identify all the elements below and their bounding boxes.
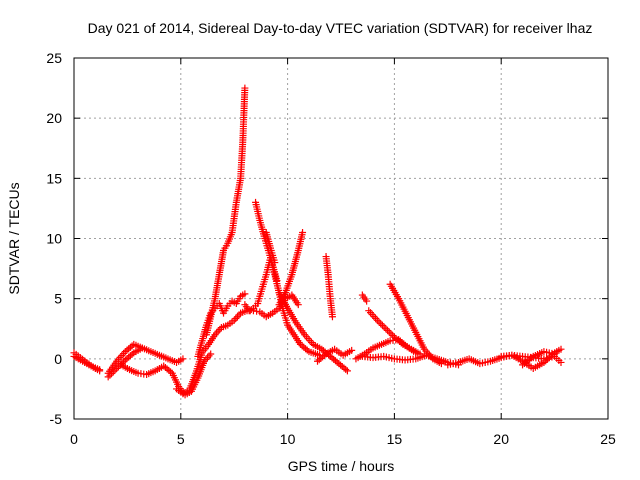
data-point xyxy=(294,301,302,309)
y-tick-label: -5 xyxy=(50,411,63,427)
data-point xyxy=(233,313,241,321)
data-point xyxy=(113,364,121,372)
data-point xyxy=(348,346,356,354)
data-point xyxy=(384,326,392,334)
data-point xyxy=(111,366,119,374)
data-point xyxy=(104,373,112,381)
data-point xyxy=(167,368,175,376)
x-tick-label: 20 xyxy=(493,431,509,447)
data-point xyxy=(303,346,311,354)
y-tick-label: 20 xyxy=(46,110,62,126)
data-point xyxy=(397,339,405,347)
x-tick-label: 0 xyxy=(70,431,78,447)
data-point xyxy=(232,315,240,323)
data-point xyxy=(96,366,104,374)
data-point xyxy=(273,277,281,285)
data-point xyxy=(108,370,116,378)
data-point xyxy=(204,354,211,362)
data-point xyxy=(299,228,307,236)
series-arc-11 xyxy=(262,228,279,267)
data-point xyxy=(557,358,565,366)
x-tick-label: 10 xyxy=(280,431,296,447)
data-point xyxy=(207,350,215,358)
y-tick-label: 25 xyxy=(46,50,62,66)
data-point xyxy=(363,297,371,305)
data-point xyxy=(128,350,136,358)
data-point xyxy=(343,367,351,375)
x-tick-label: 5 xyxy=(177,431,185,447)
y-tick-label: 0 xyxy=(54,351,62,367)
y-tick-label: 5 xyxy=(54,291,62,307)
data-point xyxy=(377,320,385,328)
data-point xyxy=(380,323,388,331)
data-point xyxy=(109,368,117,376)
data-point xyxy=(271,259,279,267)
series-arc-08 xyxy=(202,84,249,339)
data-point xyxy=(253,307,261,315)
marks-layer xyxy=(70,84,565,399)
series-arc-07 xyxy=(194,290,249,360)
y-axis-label: SDTVAR / TECUs xyxy=(6,182,22,294)
data-point xyxy=(328,313,336,321)
series-arc-03 xyxy=(104,340,187,377)
series-arc-02 xyxy=(70,352,104,374)
data-point xyxy=(557,345,565,353)
series-arc-20 xyxy=(358,351,462,369)
series-arc-13 xyxy=(275,289,351,375)
series-arc-15 xyxy=(314,345,356,365)
data-point xyxy=(387,330,395,338)
series-arc-17 xyxy=(358,291,371,305)
data-point xyxy=(389,331,397,339)
x-tick-label: 15 xyxy=(387,431,403,447)
plot-frame xyxy=(73,57,609,420)
series-arc-14 xyxy=(322,253,336,321)
data-point xyxy=(106,371,114,379)
data-point xyxy=(214,327,222,335)
data-point xyxy=(378,321,386,329)
y-tick-label: 10 xyxy=(46,231,62,247)
data-point xyxy=(342,365,350,373)
data-point xyxy=(320,351,328,359)
data-point xyxy=(375,318,383,326)
series-arc-23 xyxy=(519,348,559,369)
data-point xyxy=(241,84,249,92)
data-point xyxy=(551,350,559,358)
x-tick-label: 25 xyxy=(600,431,616,447)
y-tick-label: 15 xyxy=(46,170,62,186)
series-arc-19 xyxy=(386,280,445,368)
data-point xyxy=(179,355,187,363)
data-point xyxy=(373,316,381,324)
data-point xyxy=(241,290,249,298)
ticks-layer: 0 5 10 15 20 25 -5 0 5 10 15 20 25 xyxy=(46,50,616,447)
data-point xyxy=(382,325,390,333)
x-axis-label: GPS time / hours xyxy=(288,458,395,474)
data-point xyxy=(205,352,213,360)
data-point xyxy=(138,344,146,352)
data-point xyxy=(385,328,393,336)
series-arc-18 xyxy=(365,307,424,358)
chart-title: Day 021 of 2014, Sidereal Day-to-day VTE… xyxy=(88,20,593,36)
